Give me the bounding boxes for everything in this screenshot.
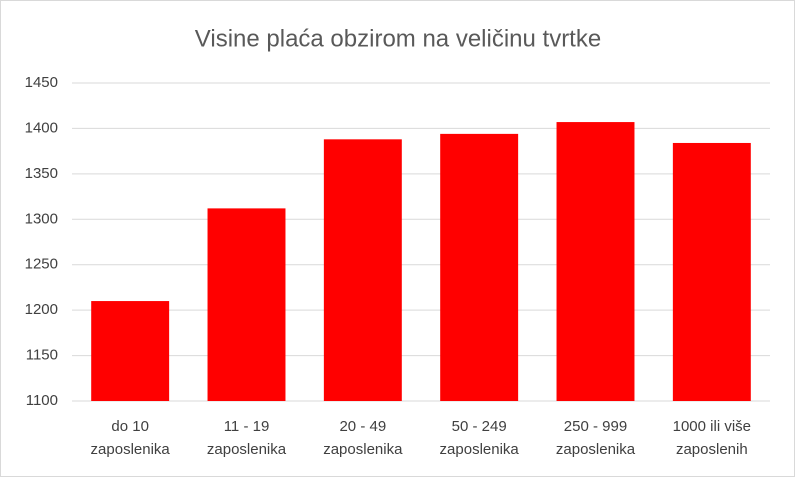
bar bbox=[672, 142, 751, 402]
y-tick-label: 1450 bbox=[25, 74, 58, 91]
x-tick-label: 20 - 49 zaposlenika bbox=[323, 418, 403, 458]
y-tick-label: 1400 bbox=[25, 119, 58, 136]
y-tick-label: 1300 bbox=[25, 210, 58, 227]
bar bbox=[207, 208, 286, 401]
x-tick-label: 50 - 249 zaposlenika bbox=[440, 418, 520, 458]
bar bbox=[91, 301, 170, 401]
bar bbox=[440, 133, 519, 401]
y-tick-label: 1350 bbox=[25, 165, 58, 182]
y-tick-label: 1200 bbox=[25, 301, 58, 318]
x-tick-label: 11 - 19 zaposlenika bbox=[207, 418, 287, 458]
bar bbox=[556, 122, 635, 401]
y-tick-label: 1150 bbox=[26, 347, 58, 364]
x-tick-label: 1000 ili više zaposlenih bbox=[673, 418, 751, 458]
y-tick-label: 1100 bbox=[26, 392, 58, 409]
chart-title: Visine plaća obzirom na veličinu tvrtke bbox=[195, 25, 601, 52]
bar bbox=[323, 139, 402, 401]
y-tick-label: 1250 bbox=[25, 256, 58, 273]
x-tick-label: do 10 zaposlenika bbox=[91, 418, 171, 458]
x-tick-label: 250 - 999 zaposlenika bbox=[556, 418, 636, 458]
